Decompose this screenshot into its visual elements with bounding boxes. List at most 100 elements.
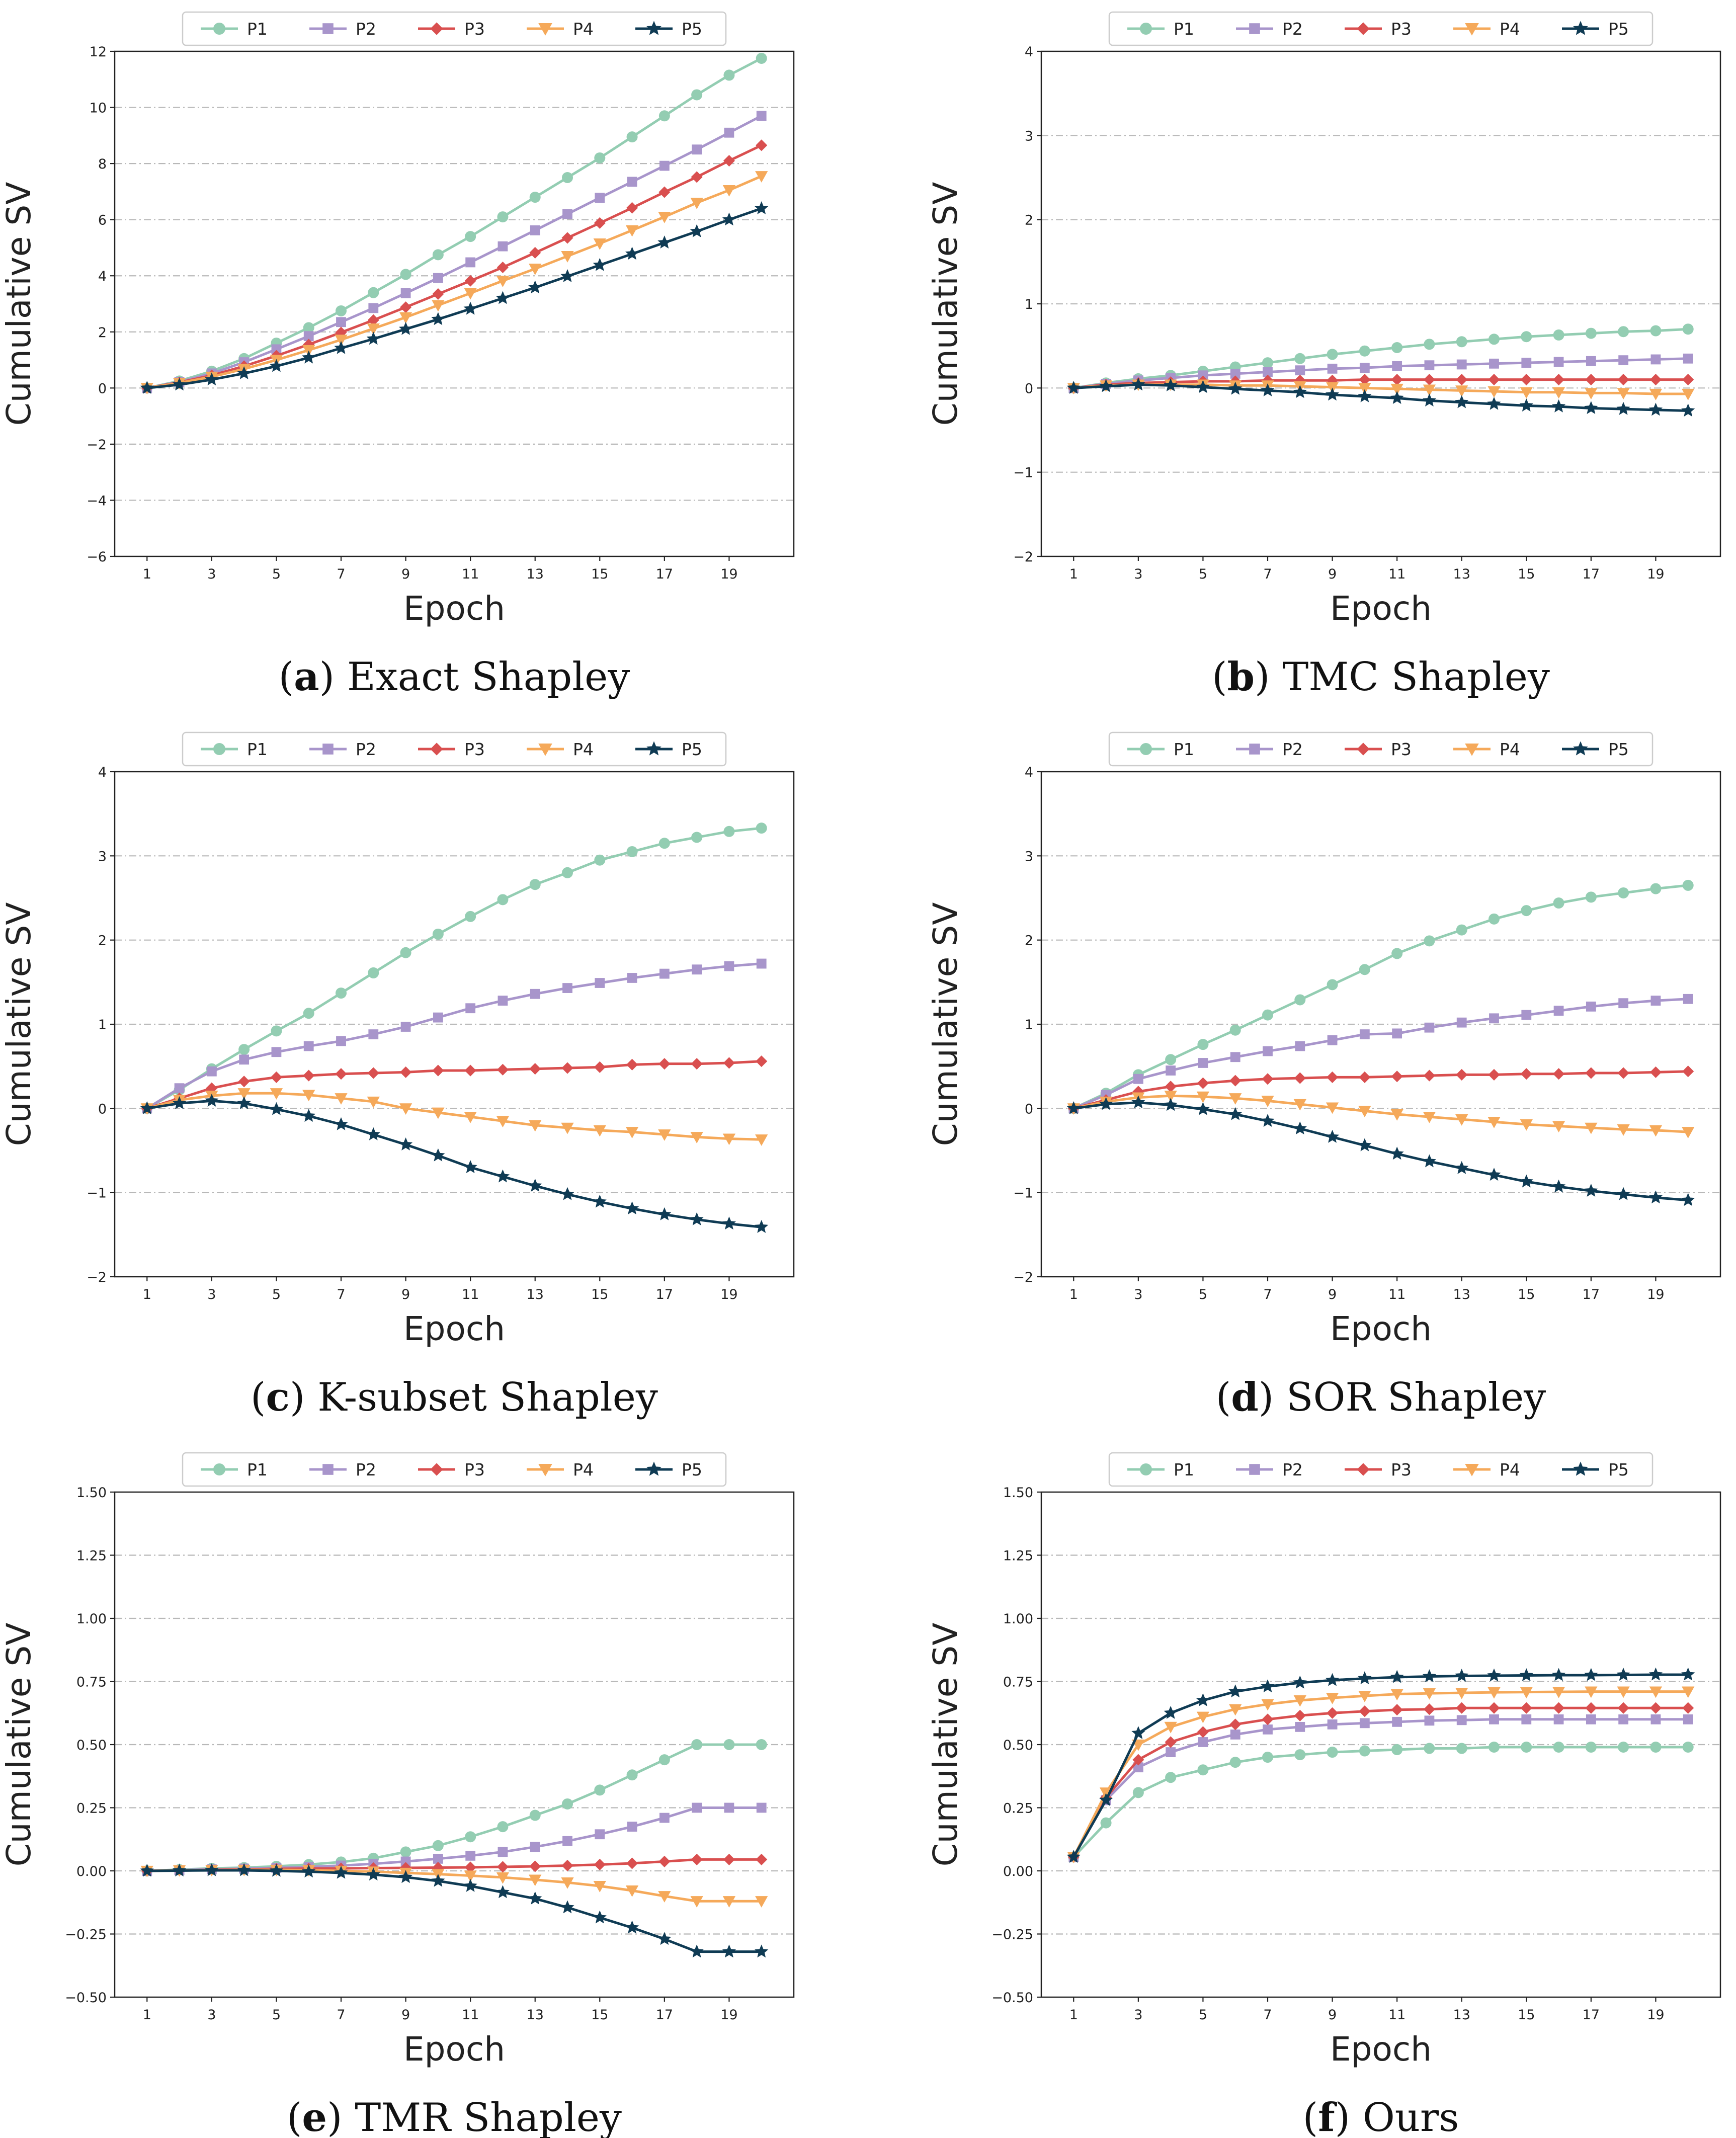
data-point-p1 bbox=[400, 1846, 411, 1858]
y-tick-label: 0.00 bbox=[1003, 1864, 1033, 1879]
data-point-p1 bbox=[1327, 1747, 1338, 1758]
data-point-p1 bbox=[238, 1044, 250, 1055]
legend-label: P2 bbox=[1282, 1460, 1303, 1479]
data-point-p5 bbox=[1131, 377, 1145, 391]
data-point-p4 bbox=[722, 185, 736, 197]
data-point-p1 bbox=[1682, 323, 1694, 335]
data-point-p4 bbox=[1423, 1688, 1436, 1700]
data-point-p5 bbox=[431, 312, 445, 325]
data-point-p5 bbox=[1551, 399, 1566, 413]
data-point-p3 bbox=[1520, 1068, 1532, 1080]
data-point-p5 bbox=[722, 1216, 736, 1230]
data-point-p2 bbox=[303, 1041, 314, 1051]
data-point-p5 bbox=[1584, 1184, 1598, 1197]
data-point-p2 bbox=[627, 973, 637, 983]
x-tick-label: 13 bbox=[527, 1287, 544, 1302]
data-point-p4 bbox=[755, 1896, 768, 1908]
data-point-p4 bbox=[1585, 1686, 1598, 1698]
data-point-p4 bbox=[1649, 1686, 1663, 1698]
data-point-p5 bbox=[1487, 396, 1501, 410]
y-tick-label: 2 bbox=[98, 325, 107, 341]
data-point-p3 bbox=[464, 1861, 476, 1873]
x-tick-label: 5 bbox=[272, 1287, 281, 1302]
data-point-p3 bbox=[464, 1064, 476, 1077]
data-point-p5 bbox=[431, 1873, 445, 1887]
data-point-p1 bbox=[1327, 349, 1338, 360]
data-point-p2 bbox=[692, 1802, 702, 1813]
data-point-p2 bbox=[303, 331, 314, 342]
y-tick-label: 0.00 bbox=[76, 1864, 107, 1879]
data-point-p2 bbox=[368, 1029, 379, 1039]
data-point-p3 bbox=[497, 261, 509, 274]
data-point-p5 bbox=[1390, 1670, 1404, 1683]
y-tick-label: 1 bbox=[1025, 1017, 1033, 1033]
data-point-p4 bbox=[1455, 385, 1468, 397]
data-point-p1 bbox=[368, 287, 379, 298]
data-point-p3 bbox=[1520, 1702, 1532, 1714]
data-point-p2 bbox=[1456, 359, 1467, 370]
data-point-p3 bbox=[626, 202, 638, 214]
data-point-p5 bbox=[1325, 1673, 1340, 1686]
y-tick-label: 0 bbox=[1025, 1101, 1033, 1117]
data-point-p3 bbox=[1165, 1081, 1177, 1093]
data-point-p1 bbox=[658, 1754, 670, 1766]
data-point-p5 bbox=[1358, 1671, 1372, 1685]
data-point-p3 bbox=[1391, 1071, 1403, 1083]
data-point-p5 bbox=[334, 1865, 348, 1879]
data-point-p2 bbox=[400, 1022, 411, 1032]
data-point-p5 bbox=[1422, 1669, 1437, 1683]
x-tick-label: 17 bbox=[1583, 1287, 1600, 1302]
legend: P1 P2 P3 P4 P5 bbox=[1108, 11, 1654, 46]
data-point-p5 bbox=[237, 1096, 251, 1109]
legend-marker-p4 bbox=[538, 743, 552, 756]
data-point-p1 bbox=[626, 131, 638, 143]
caption-letter: f bbox=[1318, 2095, 1337, 2138]
data-point-p4 bbox=[464, 1111, 477, 1123]
x-tick-label: 11 bbox=[462, 566, 479, 582]
data-point-p2 bbox=[659, 160, 670, 171]
data-point-p2 bbox=[433, 1012, 443, 1023]
data-point-p1 bbox=[1424, 935, 1435, 947]
data-point-p3 bbox=[1553, 1702, 1565, 1714]
data-point-p3 bbox=[400, 1066, 412, 1078]
legend-entry-p1: P1 bbox=[201, 739, 268, 759]
legend-marker-p3 bbox=[430, 743, 443, 756]
data-point-p3 bbox=[1585, 1702, 1597, 1714]
legend-entry-p1: P1 bbox=[1127, 19, 1194, 39]
legend-label: P4 bbox=[1500, 1460, 1520, 1479]
data-point-p5 bbox=[1455, 1669, 1469, 1682]
legend-label: P1 bbox=[1174, 739, 1194, 759]
data-point-p1 bbox=[1294, 353, 1306, 364]
caption-title: Exact Shapley bbox=[347, 654, 630, 700]
legend-marker-p5 bbox=[1573, 741, 1588, 756]
data-point-p1 bbox=[1165, 1772, 1177, 1783]
x-tick-label: 15 bbox=[591, 2007, 608, 2023]
data-point-p2 bbox=[271, 344, 282, 355]
data-point-p3 bbox=[335, 326, 347, 339]
data-point-p2 bbox=[1198, 1737, 1208, 1747]
y-tick-label: 1.25 bbox=[76, 1548, 107, 1564]
data-point-p2 bbox=[1359, 363, 1370, 373]
data-point-p4 bbox=[593, 1881, 606, 1893]
data-point-p2 bbox=[1392, 1716, 1402, 1727]
x-tick-label: 9 bbox=[1328, 2007, 1337, 2023]
legend-entry-p5: P5 bbox=[635, 739, 702, 759]
x-tick-label: 17 bbox=[656, 2007, 673, 2023]
data-point-p1 bbox=[594, 1784, 606, 1796]
data-point-p2 bbox=[1424, 1715, 1435, 1726]
data-point-p4 bbox=[1487, 1687, 1501, 1699]
data-point-p2 bbox=[498, 241, 508, 252]
data-point-p1 bbox=[1391, 342, 1403, 354]
data-point-p1 bbox=[1618, 326, 1629, 338]
data-point-p2 bbox=[1424, 1022, 1435, 1033]
y-tick-label: 1 bbox=[98, 1017, 107, 1033]
data-point-p1 bbox=[756, 1739, 767, 1750]
y-tick-label: 1.00 bbox=[76, 1611, 107, 1627]
data-point-p5 bbox=[1455, 395, 1469, 408]
data-point-p5 bbox=[528, 1891, 542, 1905]
data-point-p4 bbox=[496, 1872, 510, 1884]
legend-entry-p3: P3 bbox=[418, 1460, 485, 1479]
data-point-p3 bbox=[1682, 1702, 1694, 1714]
data-point-p4 bbox=[335, 1093, 348, 1105]
